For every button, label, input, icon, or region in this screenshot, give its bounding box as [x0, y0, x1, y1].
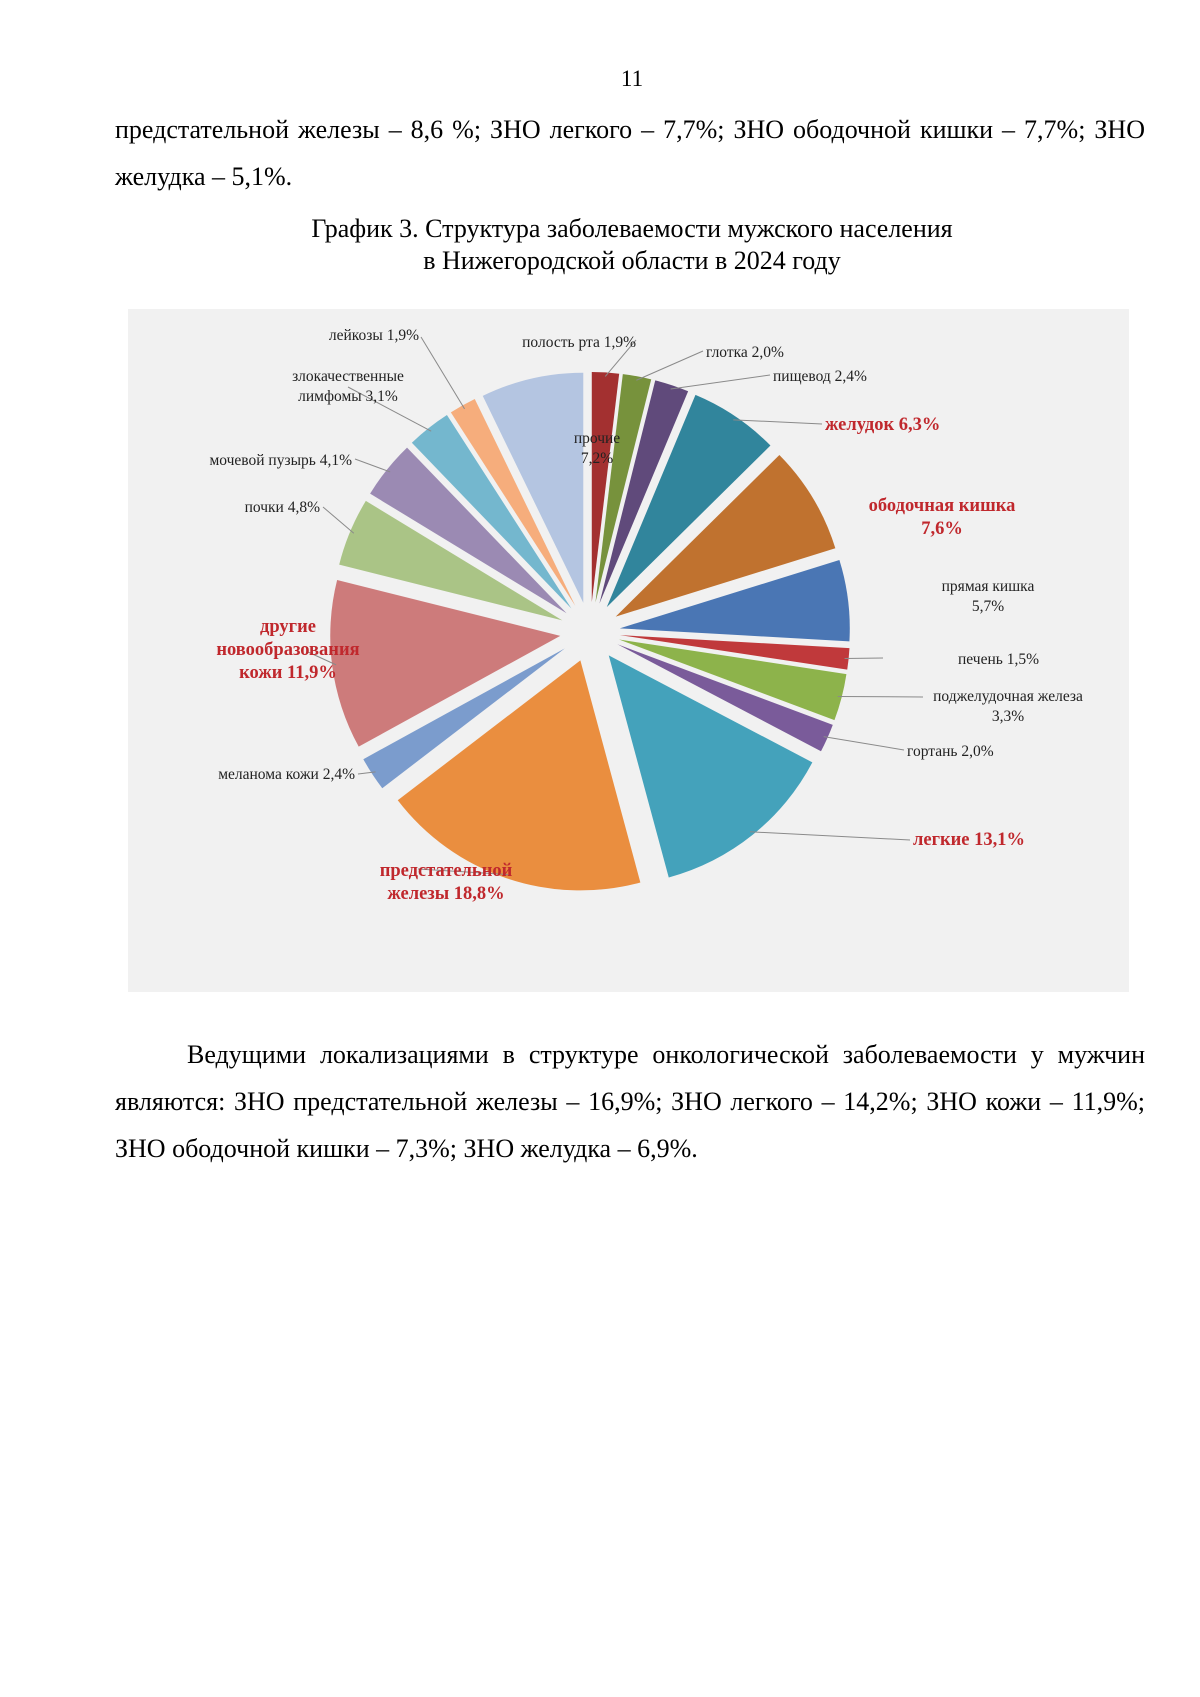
- pie-slice-13: [330, 580, 561, 747]
- slice-label-16: злокачественные лимфомы 3,1%: [292, 368, 404, 405]
- slice-label-10: легкие 13,1%: [913, 830, 1025, 850]
- slice-label-6: прямая кишка 5,7%: [942, 578, 1035, 615]
- slice-label-17: лейкозы 1,9%: [329, 327, 419, 344]
- page-number: 11: [620, 66, 644, 91]
- leader-line-11: [417, 868, 508, 875]
- slice-label-8: поджелудочная железа 3,3%: [933, 688, 1083, 725]
- pie-slice-4: [606, 394, 771, 608]
- slice-label-3: пищевод 2,4%: [773, 368, 867, 385]
- pie-slice-5: [615, 454, 836, 617]
- leader-line-2: [636, 350, 704, 381]
- leader-line-10: [750, 831, 911, 841]
- top-paragraph: предстательной железы – 8,6 %; ЗНО легко…: [115, 115, 1145, 191]
- pie-slice-7: [619, 635, 850, 670]
- leader-line-13: [307, 651, 337, 666]
- slice-label-9: гортань 2,0%: [907, 743, 994, 760]
- leader-line-1: [604, 339, 637, 377]
- slice-label-7: печень 1,5%: [958, 651, 1039, 668]
- pie-slice-14: [339, 500, 563, 621]
- pie-slice-17: [450, 398, 576, 606]
- pie-slice-8: [619, 639, 847, 721]
- leader-line-8: [837, 695, 924, 698]
- pie-chart-area: полость рта 1,9% глотка 2,0% пищевод 2,4% ж…: [128, 309, 1129, 992]
- leader-line-14: [322, 506, 355, 534]
- pie-slice-2: [595, 374, 652, 603]
- pie-slice-12: [363, 648, 565, 789]
- leader-line-16: [347, 386, 432, 432]
- pie-slice-11: [397, 660, 641, 891]
- pie-slice-3: [599, 380, 689, 604]
- pie-slice-9: [617, 644, 833, 752]
- leader-line-17: [420, 336, 465, 410]
- leader-line-9: [823, 736, 905, 751]
- slice-label-18: прочие 7,2%: [574, 430, 620, 467]
- chart-caption-line2: в Нижегородской области в 2024 году: [423, 246, 841, 275]
- slice-label-1: полость рта 1,9%: [522, 334, 636, 351]
- slice-label-5: ободочная кишка 7,6%: [869, 496, 1016, 539]
- pie-slice-18: [482, 372, 584, 603]
- pie-slice-15: [370, 447, 567, 614]
- bottom-paragraph: Ведущими локализациями в структуре онкол…: [115, 1040, 1145, 1163]
- slice-label-4: желудок 6,3%: [825, 415, 940, 435]
- leader-line-4: [733, 419, 823, 425]
- pie-chart: полость рта 1,9% глотка 2,0% пищевод 2,4% ж…: [209, 327, 1083, 904]
- slice-label-11: предстательной железы 18,8%: [380, 861, 513, 904]
- pie-slice-6: [619, 560, 850, 642]
- pie-slice-10: [608, 655, 813, 878]
- slice-label-13: другие новообразования кожи 11,9%: [216, 617, 359, 683]
- pie-slice-16: [411, 415, 572, 609]
- pie-slice-1: [591, 372, 620, 603]
- slice-label-2: глотка 2,0%: [706, 344, 784, 361]
- chart-caption-line1: График 3. Структура заболеваемости мужск…: [311, 214, 953, 243]
- leader-line-12: [357, 771, 376, 775]
- leader-line-3: [670, 374, 771, 390]
- leader-line-15: [354, 458, 391, 473]
- slice-label-14: почки 4,8%: [245, 499, 321, 516]
- slice-label-15: мочевой пузырь 4,1%: [209, 452, 352, 469]
- slice-label-12: меланома кожи 2,4%: [218, 766, 355, 783]
